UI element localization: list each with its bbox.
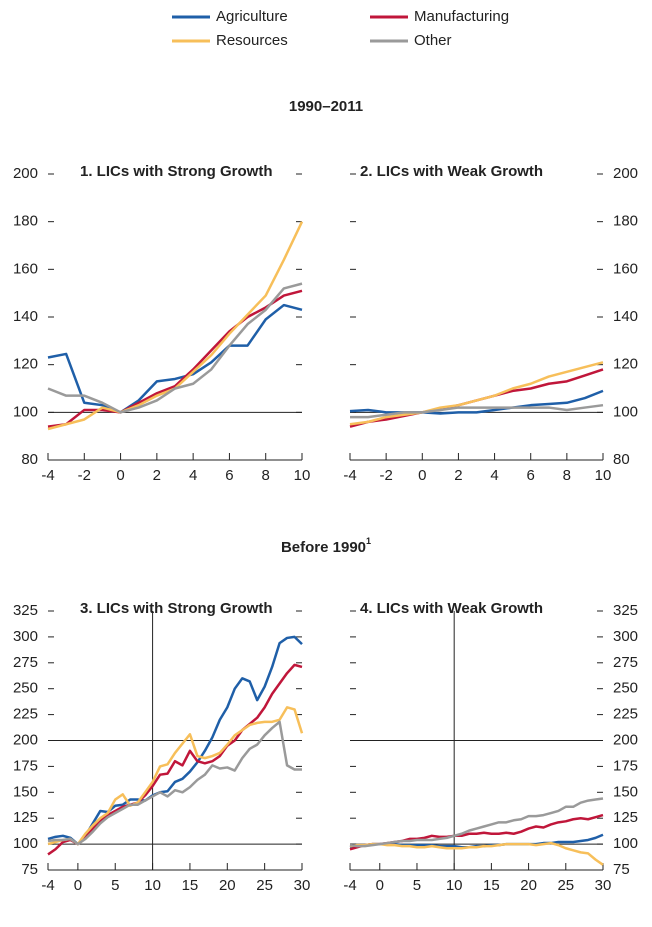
- series-line: [349, 389, 604, 415]
- x-tick-label: 10: [144, 877, 161, 894]
- series-line: [350, 403, 604, 419]
- y-tick-label: 80: [613, 451, 630, 468]
- x-tick-label: 0: [116, 467, 124, 484]
- x-tick-label: -2: [78, 467, 91, 484]
- y-tick-label: 200: [13, 165, 38, 182]
- y-tick-label: 325: [613, 602, 638, 619]
- series-line: [47, 663, 303, 856]
- x-tick-label: 2: [454, 467, 462, 484]
- y-tick-label: 275: [613, 654, 638, 671]
- x-tick-label: 10: [294, 467, 311, 484]
- y-tick-label: 175: [13, 757, 38, 774]
- x-tick-label: -4: [41, 467, 54, 484]
- x-tick-label: 8: [563, 467, 571, 484]
- x-tick-label: 10: [595, 467, 612, 484]
- footnote-marker: 1: [366, 536, 371, 546]
- x-tick-label: 0: [376, 877, 384, 894]
- x-tick-label: 15: [483, 877, 500, 894]
- legend-label: Resources: [216, 32, 288, 49]
- x-tick-label: 30: [294, 877, 311, 894]
- x-tick-label: 0: [418, 467, 426, 484]
- panel-title: 3. LICs with Strong Growth: [80, 600, 273, 617]
- y-tick-label: 300: [13, 628, 38, 645]
- x-tick-label: 5: [413, 877, 421, 894]
- series-line: [47, 706, 304, 846]
- y-tick-label: 200: [613, 165, 638, 182]
- x-tick-label: 4: [490, 467, 498, 484]
- legend-label: Agriculture: [216, 8, 288, 25]
- y-tick-label: 300: [613, 628, 638, 645]
- legend-label: Manufacturing: [414, 8, 509, 25]
- series-line: [349, 361, 604, 426]
- x-tick-label: 2: [153, 467, 161, 484]
- y-tick-label: 100: [613, 835, 638, 852]
- y-tick-label: 125: [13, 809, 38, 826]
- x-tick-label: 15: [182, 877, 199, 894]
- series-line: [349, 841, 604, 866]
- y-tick-label: 175: [613, 757, 638, 774]
- y-tick-label: 250: [13, 680, 38, 697]
- series-line: [47, 720, 302, 846]
- y-tick-label: 100: [13, 403, 38, 420]
- y-tick-label: 275: [13, 654, 38, 671]
- y-tick-label: 140: [613, 308, 638, 325]
- y-tick-label: 150: [13, 783, 38, 800]
- y-tick-label: 180: [13, 213, 38, 230]
- series-line: [47, 221, 304, 431]
- legend-label: Other: [414, 32, 452, 49]
- panel-title: 2. LICs with Weak Growth: [360, 163, 543, 180]
- y-tick-label: 120: [13, 356, 38, 373]
- y-tick-label: 75: [21, 861, 38, 878]
- x-tick-label: 8: [262, 467, 270, 484]
- y-tick-label: 225: [613, 706, 638, 723]
- series-line: [349, 797, 604, 848]
- y-tick-label: 100: [13, 835, 38, 852]
- x-tick-label: 0: [74, 877, 82, 894]
- x-tick-label: 25: [256, 877, 273, 894]
- x-tick-label: 10: [446, 877, 463, 894]
- y-tick-label: 225: [13, 706, 38, 723]
- section-title: 1990–2011: [289, 98, 363, 115]
- y-tick-label: 75: [613, 861, 630, 878]
- y-tick-label: 160: [613, 260, 638, 277]
- y-tick-label: 160: [13, 260, 38, 277]
- y-tick-label: 200: [613, 731, 638, 748]
- y-tick-label: 180: [613, 213, 638, 230]
- y-tick-label: 325: [13, 602, 38, 619]
- section-title: Before 19901: [281, 536, 371, 556]
- series-line: [47, 289, 303, 428]
- y-tick-label: 120: [613, 356, 638, 373]
- x-tick-label: -2: [379, 467, 392, 484]
- y-tick-label: 80: [21, 451, 38, 468]
- y-tick-label: 200: [13, 731, 38, 748]
- series-line: [47, 303, 303, 414]
- panel-title: 1. LICs with Strong Growth: [80, 163, 273, 180]
- x-tick-label: 4: [189, 467, 197, 484]
- x-tick-label: 5: [111, 877, 119, 894]
- x-tick-label: 20: [219, 877, 236, 894]
- y-tick-label: 100: [613, 403, 638, 420]
- section-title-text: Before 1990: [281, 539, 366, 556]
- x-tick-label: 25: [557, 877, 574, 894]
- x-tick-label: 6: [225, 467, 233, 484]
- x-tick-label: 30: [595, 877, 612, 894]
- x-tick-label: -4: [343, 467, 356, 484]
- y-tick-label: 250: [613, 680, 638, 697]
- series-line: [47, 282, 303, 414]
- panel-title: 4. LICs with Weak Growth: [360, 600, 543, 617]
- x-tick-label: -4: [41, 877, 54, 894]
- y-tick-label: 125: [613, 809, 638, 826]
- y-tick-label: 150: [613, 783, 638, 800]
- x-tick-label: -4: [343, 877, 356, 894]
- x-tick-label: 20: [520, 877, 537, 894]
- x-tick-label: 6: [527, 467, 535, 484]
- y-tick-label: 140: [13, 308, 38, 325]
